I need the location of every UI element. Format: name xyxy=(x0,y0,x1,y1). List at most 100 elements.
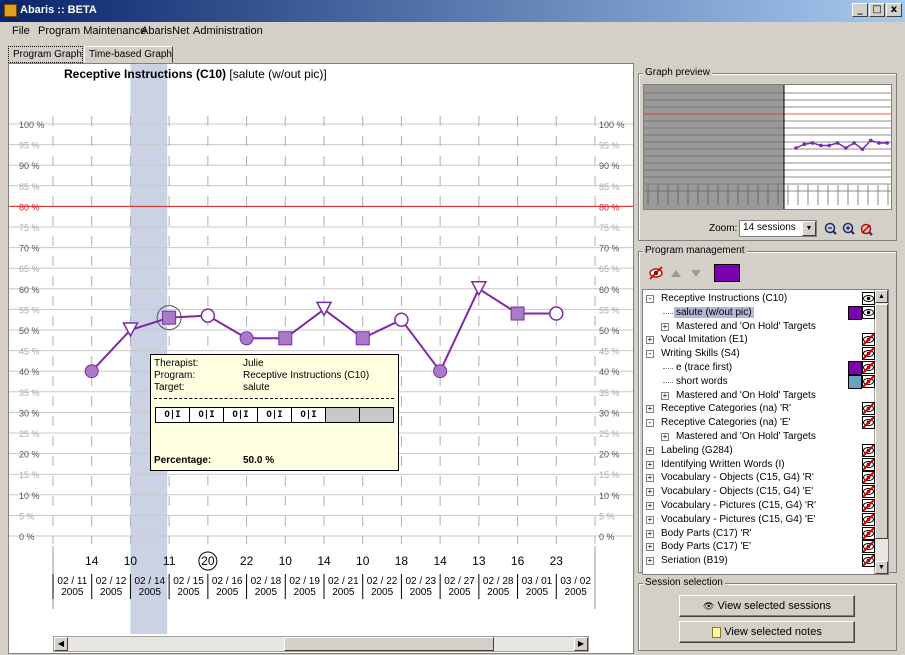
scroll-left-icon[interactable]: ◀ xyxy=(54,637,68,651)
hidden-eye-icon[interactable] xyxy=(862,540,875,554)
collapse-icon[interactable]: - xyxy=(646,419,654,428)
move-down-icon[interactable] xyxy=(691,270,701,277)
tree-node[interactable]: + Vocabulary - Objects (C15, G4) 'R' xyxy=(643,471,875,485)
expand-icon[interactable]: + xyxy=(646,501,654,510)
graph-program-name: Receptive Instructions (C10) xyxy=(64,67,227,81)
hidden-eye-icon[interactable] xyxy=(862,374,875,388)
expand-icon[interactable]: + xyxy=(646,528,654,538)
visible-eye-icon[interactable] xyxy=(862,305,875,319)
tree-node[interactable]: + Vocabulary - Pictures (C15, G4) 'R' xyxy=(643,499,875,512)
menu-abarisnet[interactable]: AbarisNet xyxy=(141,25,190,37)
tree-node[interactable]: + Vocabulary - Pictures (C15, G4) 'E' xyxy=(643,512,875,526)
scroll-thumb[interactable] xyxy=(284,637,494,651)
program-management-group: Program management ▲ ▼ - Receptive Instru… xyxy=(638,245,897,575)
tree-node[interactable]: + Seriation (B19) xyxy=(643,554,875,568)
tree-scroll-thumb[interactable] xyxy=(875,304,888,539)
hidden-eye-icon[interactable] xyxy=(862,416,875,430)
hidden-eye-icon[interactable] xyxy=(862,333,875,347)
menu-file[interactable]: File xyxy=(12,25,30,37)
expand-icon[interactable]: + xyxy=(646,556,654,566)
series-color-swatch[interactable] xyxy=(714,264,740,282)
tree-node[interactable]: + Mastered and 'On Hold' Targets xyxy=(643,431,873,443)
hidden-eye-icon[interactable] xyxy=(862,457,875,471)
hidden-eye-icon[interactable] xyxy=(862,402,875,416)
expand-icon[interactable]: + xyxy=(661,321,669,331)
preview-point xyxy=(860,147,865,152)
zoom-in-icon[interactable] xyxy=(842,222,855,235)
tree-node[interactable]: + Body Parts (C17) 'E' xyxy=(643,540,875,554)
tree-node[interactable]: + Mastered and 'On Hold' Targets xyxy=(643,321,873,333)
tree-vertical-scrollbar[interactable]: ▲ ▼ xyxy=(874,290,888,574)
hide-program-icon[interactable] xyxy=(649,266,663,280)
scroll-right-icon[interactable]: ▶ xyxy=(574,637,588,651)
tree-node[interactable]: + Vocabulary - Objects (C15, G4) 'E' xyxy=(643,485,875,499)
program-tree[interactable]: ▲ ▼ - Receptive Instructions (C10) salute … xyxy=(642,289,889,575)
hidden-eye-icon[interactable] xyxy=(862,347,875,361)
zoom-select[interactable]: 14 sessions ▼ xyxy=(739,220,817,237)
y-tick-label-right: 10 % xyxy=(599,491,620,501)
hidden-eye-icon[interactable] xyxy=(862,443,875,457)
menu-administration[interactable]: Administration xyxy=(193,25,263,37)
expand-icon[interactable]: + xyxy=(646,404,654,414)
tree-node[interactable]: short words xyxy=(643,374,875,389)
expand-icon[interactable]: + xyxy=(646,514,654,524)
view-selected-sessions-button[interactable]: 👁 View selected sessions xyxy=(679,595,855,617)
tab-time-based-graph[interactable]: Time-based Graph xyxy=(84,46,173,63)
tab-program-graph[interactable]: Program Graph xyxy=(8,46,83,63)
tree-node-label: Mastered and 'On Hold' Targets xyxy=(676,389,816,401)
session-count-label: 10 xyxy=(356,554,370,568)
tree-node[interactable]: + Identifying Written Words (I) xyxy=(643,457,875,471)
tree-node[interactable]: - Receptive Instructions (C10) xyxy=(643,292,875,305)
program-graph-chart[interactable]: 100 % 100 %95 % 95 %90 % 90 %85 % 85 %80 % 80… xyxy=(9,64,634,634)
hidden-eye-icon[interactable] xyxy=(862,471,875,485)
tree-node[interactable]: - Writing Skills (S4) xyxy=(643,347,875,361)
target-color-swatch[interactable] xyxy=(848,361,862,375)
zoom-out-icon[interactable] xyxy=(824,222,837,235)
expand-icon[interactable]: + xyxy=(646,473,654,483)
tree-node[interactable]: + Vocal Imitation (E1) xyxy=(643,333,875,347)
tree-node[interactable]: - Receptive Categories (na) 'E' xyxy=(643,416,875,430)
minimize-button[interactable]: _ xyxy=(852,3,868,17)
close-button[interactable]: x xyxy=(886,3,902,17)
y-tick-label-left: 80 % xyxy=(19,202,40,212)
hidden-eye-icon[interactable] xyxy=(862,512,875,526)
chevron-down-icon[interactable]: ▼ xyxy=(802,221,816,236)
scroll-up-icon[interactable]: ▲ xyxy=(875,290,888,303)
date-label: 02 / 18 xyxy=(251,576,282,587)
trial-cell xyxy=(359,407,394,423)
expand-icon[interactable]: + xyxy=(646,335,654,345)
collapse-icon[interactable]: - xyxy=(646,295,654,303)
tree-node[interactable]: + Receptive Categories (na) 'R' xyxy=(643,402,875,416)
expand-icon[interactable]: + xyxy=(661,390,669,400)
scroll-down-icon[interactable]: ▼ xyxy=(875,561,888,574)
preview-point xyxy=(868,138,873,143)
collapse-icon[interactable]: - xyxy=(646,350,654,359)
hidden-eye-icon[interactable] xyxy=(862,526,875,540)
tree-node[interactable]: e (trace first) xyxy=(643,361,875,375)
maximize-button[interactable]: □ xyxy=(869,3,885,17)
target-color-swatch[interactable] xyxy=(848,374,862,389)
tree-node[interactable]: + Mastered and 'On Hold' Targets xyxy=(643,390,873,402)
hidden-eye-icon[interactable] xyxy=(862,499,875,512)
hidden-eye-icon[interactable] xyxy=(862,485,875,499)
expand-icon[interactable]: + xyxy=(646,487,654,497)
zoom-reset-icon[interactable] xyxy=(860,223,873,236)
expand-icon[interactable]: + xyxy=(646,542,654,552)
target-color-swatch[interactable] xyxy=(848,305,862,320)
menu-program-maintenance[interactable]: Program Maintenance xyxy=(38,25,147,37)
tree-node[interactable]: + Labeling (G284) xyxy=(643,443,875,457)
expand-icon[interactable]: + xyxy=(646,459,654,469)
preview-point xyxy=(844,146,848,150)
hidden-eye-icon[interactable] xyxy=(862,554,875,568)
tooltip-therapist-label: Therapist: xyxy=(154,358,199,369)
expand-icon[interactable]: + xyxy=(661,432,669,441)
hidden-eye-icon[interactable] xyxy=(862,361,875,374)
visible-eye-icon[interactable] xyxy=(862,292,875,305)
tree-node[interactable]: + Body Parts (C17) 'R' xyxy=(643,526,875,540)
move-up-icon[interactable] xyxy=(671,270,681,277)
view-selected-notes-button[interactable]: View selected notes xyxy=(679,621,855,643)
tree-node[interactable]: salute (w/out pic) xyxy=(643,305,875,320)
expand-icon[interactable]: + xyxy=(646,445,654,455)
graph-preview[interactable] xyxy=(643,84,892,210)
graph-horizontal-scrollbar[interactable]: ◀ ▶ xyxy=(53,636,589,652)
